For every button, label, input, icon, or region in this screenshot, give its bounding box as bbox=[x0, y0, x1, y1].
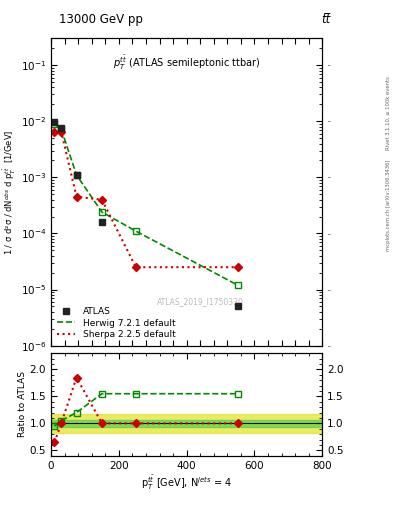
Bar bbox=[51, 414, 322, 433]
Sherpa 2.2.5 default bbox=[99, 197, 104, 203]
Legend: ATLAS, Herwig 7.2.1 default, Sherpa 2.2.5 default: ATLAS, Herwig 7.2.1 default, Sherpa 2.2.… bbox=[55, 305, 177, 341]
Herwig 7.2.1 default bbox=[235, 282, 240, 288]
Sherpa 2.2.5 default bbox=[74, 194, 79, 200]
ATLAS bbox=[99, 219, 104, 225]
Line: ATLAS: ATLAS bbox=[51, 119, 241, 310]
Bar bbox=[51, 419, 322, 427]
Text: ATLAS_2019_I1750330: ATLAS_2019_I1750330 bbox=[157, 296, 244, 306]
Text: 13000 GeV pp: 13000 GeV pp bbox=[59, 13, 143, 26]
ATLAS bbox=[235, 303, 240, 309]
ATLAS bbox=[52, 119, 57, 125]
ATLAS bbox=[59, 125, 64, 132]
Herwig 7.2.1 default bbox=[74, 172, 79, 178]
Sherpa 2.2.5 default bbox=[134, 264, 138, 270]
X-axis label: p$^{t\bar{t}}_{T}$ [GeV], N$^{jets}$ = 4: p$^{t\bar{t}}_{T}$ [GeV], N$^{jets}$ = 4 bbox=[141, 473, 232, 492]
Text: mcplots.cern.ch [arXiv:1306.3436]: mcplots.cern.ch [arXiv:1306.3436] bbox=[386, 159, 391, 250]
Herwig 7.2.1 default bbox=[59, 126, 64, 132]
Sherpa 2.2.5 default bbox=[59, 129, 64, 135]
Y-axis label: 1 / σ d²σ / dN$^{obs}$ d p$^{t\bar{t}}_{T}$  [1/GeV]: 1 / σ d²σ / dN$^{obs}$ d p$^{t\bar{t}}_{… bbox=[2, 130, 18, 254]
ATLAS bbox=[74, 172, 79, 178]
Herwig 7.2.1 default bbox=[99, 209, 104, 215]
Text: Rivet 3.1.10, ≥ 100k events: Rivet 3.1.10, ≥ 100k events bbox=[386, 76, 391, 150]
Line: Herwig 7.2.1 default: Herwig 7.2.1 default bbox=[55, 124, 237, 285]
Y-axis label: Ratio to ATLAS: Ratio to ATLAS bbox=[18, 372, 27, 437]
Text: $p_T^{t\bar{t}}$ (ATLAS semileptonic ttbar): $p_T^{t\bar{t}}$ (ATLAS semileptonic ttb… bbox=[113, 54, 260, 72]
Herwig 7.2.1 default bbox=[52, 121, 57, 127]
Herwig 7.2.1 default bbox=[134, 228, 138, 234]
Line: Sherpa 2.2.5 default: Sherpa 2.2.5 default bbox=[55, 132, 237, 267]
Sherpa 2.2.5 default bbox=[235, 264, 240, 270]
Sherpa 2.2.5 default bbox=[52, 129, 57, 135]
Text: tt̅: tt̅ bbox=[321, 13, 330, 26]
